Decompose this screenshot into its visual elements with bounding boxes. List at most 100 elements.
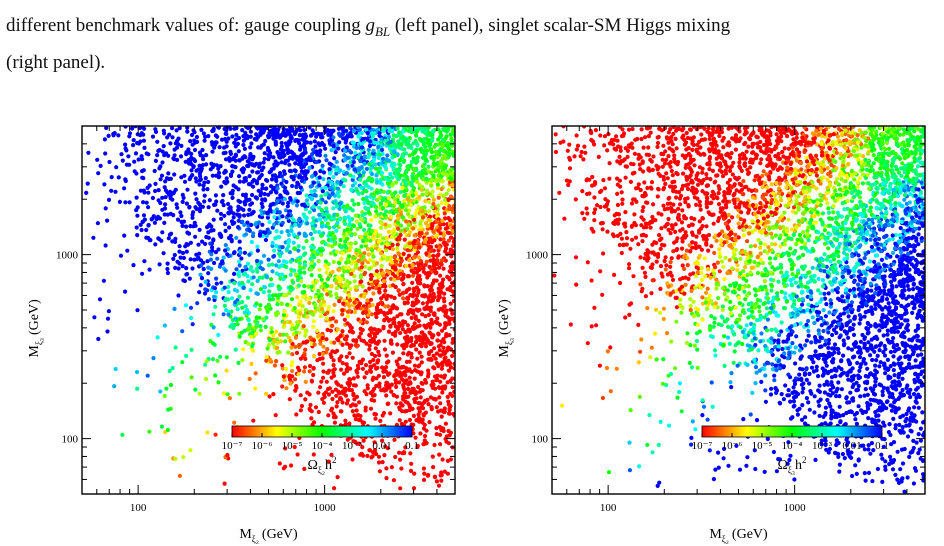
- data-point: [688, 343, 693, 348]
- data-point: [354, 145, 359, 150]
- data-point: [361, 339, 366, 344]
- data-point: [334, 281, 339, 286]
- data-point: [424, 191, 429, 196]
- data-point: [367, 266, 372, 271]
- data-point: [445, 173, 450, 178]
- data-point: [366, 313, 371, 318]
- data-point: [397, 380, 402, 385]
- data-point: [350, 402, 356, 407]
- data-point: [230, 157, 235, 162]
- data-point: [436, 177, 442, 182]
- data-point: [233, 347, 238, 352]
- data-point: [410, 280, 415, 285]
- data-point: [389, 260, 394, 265]
- data-point: [426, 368, 431, 373]
- data-point: [404, 203, 409, 208]
- data-point: [218, 164, 223, 169]
- data-point: [451, 266, 455, 271]
- data-point: [424, 259, 429, 264]
- data-point: [267, 293, 272, 298]
- data-point: [335, 400, 340, 405]
- data-point: [411, 141, 416, 146]
- data-point: [401, 296, 406, 301]
- data-point: [418, 395, 423, 400]
- data-point: [198, 258, 204, 263]
- data-point: [197, 182, 202, 187]
- data-point: [275, 298, 280, 303]
- data-point: [290, 183, 295, 189]
- data-point: [388, 411, 393, 416]
- data-point: [382, 347, 388, 352]
- data-point: [299, 169, 304, 174]
- data-point: [150, 134, 156, 139]
- data-point: [236, 198, 241, 203]
- data-point: [340, 400, 345, 405]
- data-point: [159, 424, 164, 429]
- data-point: [351, 376, 356, 381]
- data-point: [374, 269, 379, 274]
- data-point: [311, 216, 316, 221]
- data-point: [196, 242, 201, 247]
- data-point: [211, 228, 216, 233]
- data-point: [431, 291, 436, 296]
- data-point: [281, 277, 286, 282]
- data-point: [423, 377, 428, 383]
- data-point: [283, 190, 288, 195]
- data-point: [373, 346, 378, 351]
- data-point: [426, 199, 432, 205]
- data-point: [243, 194, 248, 199]
- data-point: [358, 417, 363, 423]
- data-point: [396, 251, 401, 256]
- data-point: [223, 296, 228, 301]
- data-point: [257, 220, 262, 225]
- data-point: [335, 275, 341, 280]
- data-point: [125, 248, 130, 253]
- data-point: [160, 230, 165, 235]
- data-point: [405, 288, 410, 293]
- data-point: [180, 329, 185, 334]
- data-point: [413, 211, 418, 216]
- data-point: [398, 457, 403, 462]
- data-point: [309, 379, 315, 384]
- data-point: [391, 478, 396, 483]
- data-point: [178, 255, 183, 260]
- data-point: [135, 386, 140, 391]
- data-point: [373, 353, 378, 359]
- data-point: [351, 128, 357, 134]
- data-point: [309, 284, 314, 289]
- data-point: [323, 185, 328, 191]
- data-point: [257, 161, 262, 166]
- data-point: [293, 138, 298, 143]
- data-point: [372, 332, 377, 337]
- data-point: [437, 395, 442, 400]
- data-point: [434, 405, 439, 410]
- data-point: [443, 226, 448, 231]
- data-point: [331, 368, 336, 373]
- data-point: [368, 406, 374, 411]
- data-point: [325, 292, 330, 297]
- data-point: [327, 167, 332, 172]
- data-point: [201, 187, 206, 192]
- data-point: [311, 319, 316, 324]
- data-point: [289, 326, 294, 332]
- data-point: [206, 282, 211, 287]
- data-point: [448, 301, 453, 306]
- data-point: [370, 131, 375, 136]
- data-point: [397, 356, 402, 361]
- data-point: [414, 293, 420, 298]
- data-point: [175, 205, 180, 210]
- data-point: [408, 245, 413, 250]
- data-point: [410, 406, 415, 411]
- data-point: [627, 262, 632, 267]
- data-point: [340, 361, 345, 366]
- data-point: [197, 391, 202, 396]
- data-point: [303, 161, 309, 166]
- data-point: [211, 162, 217, 167]
- data-point: [383, 202, 389, 207]
- data-point: [330, 316, 335, 321]
- data-point: [326, 413, 331, 418]
- data-point: [430, 298, 435, 303]
- data-point: [325, 327, 330, 332]
- data-point: [302, 466, 307, 471]
- data-point: [416, 318, 421, 323]
